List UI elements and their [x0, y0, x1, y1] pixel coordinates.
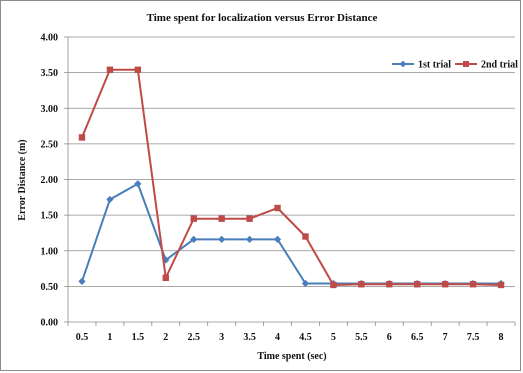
data-point — [246, 215, 253, 222]
x-tick-label: 0.5 — [76, 332, 89, 343]
data-point — [134, 66, 142, 73]
x-tick-label: 7 — [443, 332, 448, 343]
grid-lines — [68, 36, 515, 287]
x-tick-label: 3 — [219, 332, 224, 343]
legend-label: 2nd trial — [481, 60, 518, 71]
y-tick-label: 3.50 — [41, 68, 59, 79]
series-line-2 — [81, 68, 502, 286]
data-point — [358, 281, 365, 288]
data-point — [469, 281, 477, 288]
x-tick-label: 8 — [499, 332, 504, 343]
legend-marker — [399, 60, 407, 68]
series-line-1 — [81, 182, 502, 285]
data-point — [245, 235, 254, 243]
y-axis-label: Error Distance (m) — [17, 139, 28, 220]
data-point — [78, 134, 86, 141]
x-tick-label: 5.5 — [355, 332, 368, 343]
x-tick-label: 5 — [331, 332, 336, 343]
data-point — [190, 235, 198, 243]
legend-label: 1st trial — [418, 60, 451, 71]
y-tick-label: 2.00 — [41, 175, 59, 186]
x-tick-label: 1 — [107, 332, 112, 343]
legend: 1st trial 2nd trial — [392, 60, 518, 71]
y-tick-label: 4.00 — [41, 33, 59, 44]
y-tick-label: 0.00 — [41, 318, 59, 329]
series-lines — [78, 66, 505, 289]
data-point — [273, 235, 282, 243]
x-tick-label: 2.5 — [187, 332, 200, 343]
x-axis-label: Time spent (sec) — [257, 351, 326, 362]
y-tick-label: 2.50 — [41, 139, 59, 150]
x-tick-label: 6.5 — [411, 332, 424, 343]
data-point — [441, 281, 449, 288]
y-tick-label: 1.00 — [41, 246, 59, 257]
data-point — [497, 281, 505, 289]
x-tick-label: 2 — [163, 332, 168, 343]
data-point — [218, 235, 226, 243]
x-tick-label: 6 — [387, 332, 392, 343]
x-tick-label: 7.5 — [467, 332, 480, 343]
data-point — [106, 66, 114, 73]
data-point — [330, 281, 337, 289]
x-tick-label: 4 — [275, 332, 280, 343]
x-axis: 0.5 1 1.5 2 2.5 3 3.5 4 4.5 5 5.5 6 6.5 7 7.5 8 — [67, 321, 516, 343]
x-tick-label: 3.5 — [243, 332, 256, 343]
data-point — [134, 180, 142, 188]
data-point — [302, 233, 309, 240]
data-point — [274, 204, 281, 212]
chart-title: Time spent for localization versus Error… — [147, 12, 378, 24]
y-tick-label: 0.50 — [41, 282, 59, 293]
data-point — [301, 279, 310, 288]
y-axis: 0.00 0.50 1.00 1.50 2.00 2.50 3.00 3.50 4.00 — [41, 33, 69, 329]
data-point — [190, 215, 197, 222]
x-tick-label: 4.5 — [299, 332, 312, 343]
data-point — [386, 281, 393, 288]
y-tick-label: 1.50 — [41, 211, 59, 222]
legend-marker — [463, 61, 469, 67]
data-point — [162, 274, 169, 282]
data-point — [218, 215, 225, 222]
data-point — [78, 277, 86, 285]
data-point — [106, 195, 114, 204]
x-tick-label: 1.5 — [132, 332, 145, 343]
data-point — [414, 281, 421, 288]
y-tick-label: 3.00 — [41, 104, 59, 115]
